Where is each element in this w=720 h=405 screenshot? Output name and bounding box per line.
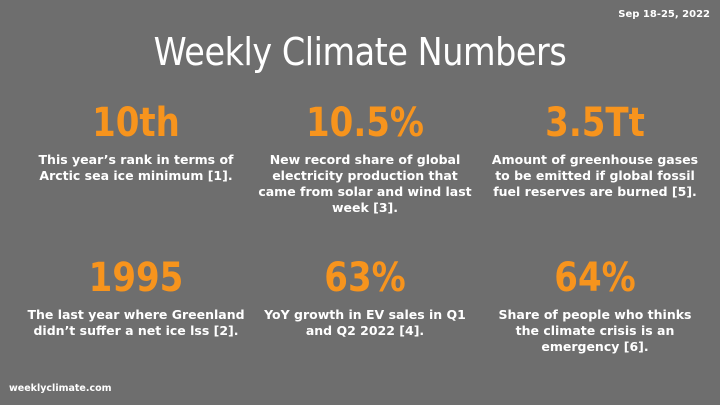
stat-description: YoY growth in EV sales in Q1 and Q2 2022… bbox=[264, 307, 466, 338]
stat-value: 63% bbox=[324, 255, 406, 301]
stat-description: Share of people who thinks the climate c… bbox=[498, 307, 692, 354]
stat-ev-sales-growth: 63% YoY growth in EV sales in Q1 and Q2 … bbox=[255, 255, 475, 339]
stat-description: The last year where Greenland didn’t suf… bbox=[27, 307, 245, 338]
stat-greenland-ice-year: 1995 The last year where Greenland didn’… bbox=[26, 255, 246, 339]
stat-greenhouse-gases: 3.5Tt Amount of greenhouse gases to be e… bbox=[485, 100, 705, 200]
stat-climate-emergency-opinion: 64% Share of people who thinks the clima… bbox=[485, 255, 705, 355]
stat-solar-wind-share: 10.5% New record share of global electri… bbox=[255, 100, 475, 216]
stat-description: This year’s rank in terms of Arctic sea … bbox=[38, 152, 234, 183]
stat-value: 64% bbox=[554, 255, 636, 301]
stat-value: 3.5Tt bbox=[545, 100, 645, 146]
page-title: Weekly Climate Numbers bbox=[153, 30, 567, 74]
stat-value: 10.5% bbox=[306, 100, 424, 146]
stat-description: Amount of greenhouse gases to be emitted… bbox=[491, 152, 699, 199]
stat-value: 1995 bbox=[88, 255, 184, 301]
stat-arctic-sea-ice-rank: 10th This year’s rank in terms of Arctic… bbox=[26, 100, 246, 184]
stat-description: New record share of global electricity p… bbox=[258, 152, 472, 215]
footer-website: weeklyclimate.com bbox=[9, 383, 112, 394]
date-range: Sep 18-25, 2022 bbox=[618, 9, 710, 20]
stat-value: 10th bbox=[92, 100, 180, 146]
